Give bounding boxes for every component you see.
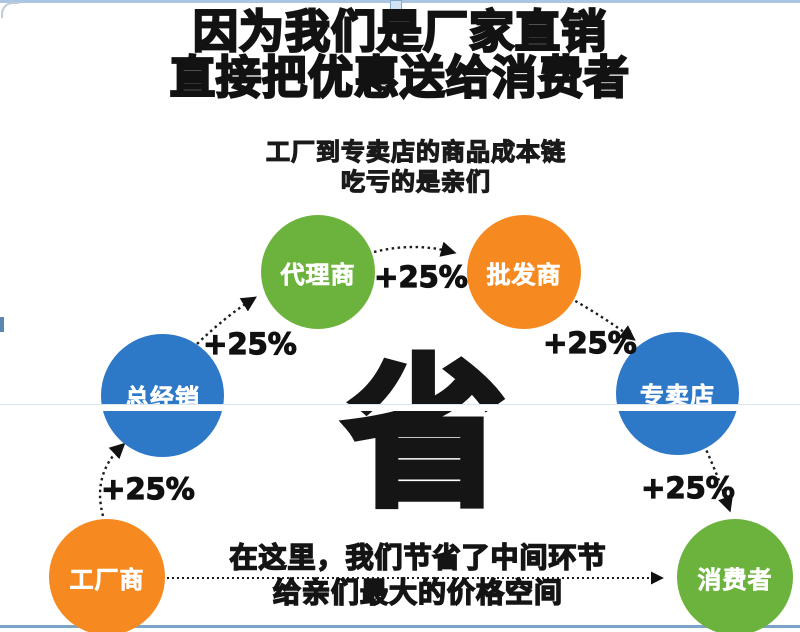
arrow-agent-to-wholesaler bbox=[373, 241, 457, 257]
node-wholesaler: 批发商 bbox=[467, 215, 581, 329]
corner-arc bbox=[1, 2, 19, 18]
arrow-distributor-to-agent bbox=[196, 296, 257, 345]
arrow-store-to-consumer bbox=[702, 444, 733, 513]
image-seam-line bbox=[0, 404, 800, 411]
node-label: 工厂商 bbox=[69, 565, 145, 594]
subtitle-line-2: 吃亏的是亲们 bbox=[340, 167, 491, 196]
subtitle: 工厂到专卖店的商品成本链 吃亏的是亲们 bbox=[16, 137, 800, 197]
node-label: 消费者 bbox=[697, 565, 773, 594]
title-line-2: 直接把优惠送给消费者 bbox=[169, 51, 630, 105]
bottom-border-line bbox=[0, 625, 800, 628]
save-character: 省 bbox=[341, 339, 509, 533]
node-label: 代理商 bbox=[280, 260, 356, 289]
arrow-factory-to-distributor bbox=[98, 442, 126, 517]
increment-label: +25% bbox=[374, 259, 469, 294]
subtitle-line-1: 工厂到专卖店的商品成本链 bbox=[265, 137, 566, 166]
increment-label: +25% bbox=[543, 325, 638, 360]
selection-handle-top[interactable] bbox=[390, 0, 402, 11]
node-agent: 代理商 bbox=[261, 215, 375, 329]
footer-line-2: 给亲们最大的价格空间 bbox=[272, 576, 563, 611]
page-title: 因为我们是厂家直销 直接把优惠送给消费者 bbox=[0, 5, 800, 105]
title-line-1: 因为我们是厂家直销 bbox=[192, 5, 607, 58]
node-consumer: 消费者 bbox=[677, 519, 793, 632]
node-specialty-store: 专卖店 bbox=[616, 332, 739, 455]
increment-label: +25% bbox=[203, 326, 298, 361]
selection-handle-left[interactable] bbox=[0, 317, 4, 332]
node-factory: 工厂商 bbox=[49, 519, 165, 632]
footer-line-1: 在这里，我们节省了中间环节 bbox=[229, 540, 607, 575]
increment-label: +25% bbox=[641, 470, 736, 505]
footer-message: 在这里，我们节省了中间环节 给亲们最大的价格空间 bbox=[18, 540, 800, 611]
arrow-wholesaler-to-store bbox=[569, 296, 636, 341]
node-label: 批发商 bbox=[486, 260, 562, 289]
increment-label: +25% bbox=[101, 471, 196, 506]
